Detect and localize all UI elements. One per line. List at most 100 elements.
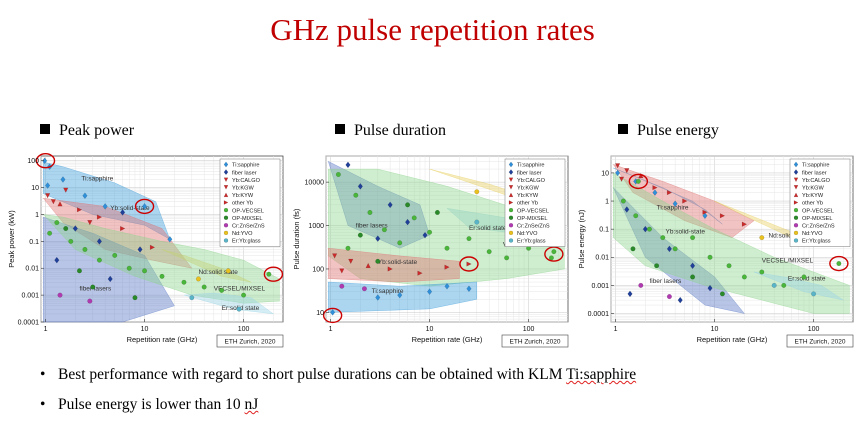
data-point [618, 176, 625, 182]
region-labels: Ti:sapphire Yb:solid-state Nd:solid state f… [649, 205, 825, 286]
data-point [112, 252, 118, 258]
legend-marker [793, 169, 799, 175]
tick-labels: 1 10 100 0.0001 0.001 0.01 0.1 1 10 [588, 170, 820, 333]
x-tick-label: 10 [141, 326, 149, 333]
data-point [615, 163, 621, 169]
data-points [42, 157, 272, 312]
x-axis-label: Repetition rate (GHz) [412, 335, 483, 344]
data-point [90, 284, 96, 290]
data-point [361, 286, 367, 292]
data-point [690, 274, 696, 280]
data-point [96, 257, 102, 263]
data-point [801, 274, 807, 280]
data-point [677, 296, 683, 304]
bullet-list: • Best performance with regard to short p… [40, 366, 636, 426]
legend-label: fiber laser [517, 170, 542, 176]
legend-label: fiber laser [232, 170, 257, 176]
legend-marker [793, 177, 799, 183]
region-label: Ti:sapphire [657, 205, 689, 212]
legend-marker [223, 215, 229, 220]
y-axis-label: Pulse energy (nJ) [577, 209, 586, 268]
region-shape [183, 292, 275, 315]
region-shape [42, 197, 193, 269]
region-shape [327, 160, 430, 249]
data-point [666, 245, 672, 253]
y-tick-label: 0.0001 [588, 311, 610, 318]
legend-label: Nd:YVO [802, 231, 823, 237]
section-label: Pulse energy [637, 122, 719, 139]
data-point [45, 193, 51, 199]
data-point [405, 202, 411, 208]
data-point [642, 225, 648, 233]
region-label: Yb:solid-state [378, 259, 418, 266]
region-label: fiber lasers [79, 285, 112, 292]
data-point [417, 270, 423, 276]
legend-marker [223, 223, 229, 228]
legend-label: Ti:sapphire [802, 163, 829, 169]
region-label: VECSEL/MIXSEL [214, 285, 266, 292]
legend-label: OP-VECSEL [232, 208, 264, 214]
y-tick-label: 10 [316, 310, 324, 317]
data-point [707, 284, 713, 292]
data-point [474, 189, 480, 195]
bullet-text-marked: nJ [244, 396, 259, 413]
highlight-circles [35, 153, 284, 282]
legend-box [219, 158, 281, 247]
data-point [76, 207, 83, 213]
data-point [353, 192, 359, 198]
legend-marker [793, 161, 799, 168]
legend-label: OP-MIXSEL [802, 216, 832, 222]
y-tick-label: 0.01 [25, 266, 39, 273]
region-label: fiber lasers [356, 223, 389, 230]
data-point [60, 176, 66, 183]
legend-label: Nd:YVO [517, 231, 538, 237]
data-point [719, 291, 725, 297]
y-tick-label: 0.001 [21, 293, 39, 300]
x-tick-label: 1 [614, 326, 618, 333]
data-points [330, 161, 557, 316]
x-tick-label: 100 [523, 326, 535, 333]
legend-box [789, 158, 851, 247]
data-point [726, 263, 732, 269]
data-point [672, 200, 678, 208]
data-point [781, 282, 787, 288]
y-tick-label: 100 [27, 158, 39, 165]
data-point [702, 209, 708, 215]
data-point [126, 265, 132, 271]
data-point [666, 294, 672, 300]
section-pulse-energy: Pulse energy [618, 122, 719, 140]
data-point [405, 218, 411, 226]
legend-label: OP-MIXSEL [517, 216, 547, 222]
data-point [811, 291, 817, 297]
y-axis-label: Peak power (kW) [7, 210, 16, 268]
data-point [335, 172, 341, 177]
legend-label: Yb:KYW [802, 193, 824, 199]
data-point [551, 249, 557, 255]
data-point [375, 258, 381, 264]
x-tick-label: 10 [426, 326, 434, 333]
data-point [189, 295, 195, 301]
bullet-dot-icon: • [40, 366, 46, 383]
data-point [466, 285, 472, 292]
data-point [411, 215, 417, 221]
x-tick-label: 100 [808, 326, 820, 333]
tick-labels: 1 10 100 10 100 1000 10000 [305, 180, 535, 333]
data-point [624, 168, 630, 174]
data-point [387, 266, 393, 272]
legend-marker [508, 161, 514, 168]
data-point [149, 244, 156, 250]
x-tick-label: 1 [329, 326, 333, 333]
legend-marker [793, 230, 799, 236]
data-point [771, 282, 777, 288]
data-point [330, 309, 336, 316]
legend-marker [223, 207, 229, 213]
data-point [201, 284, 207, 290]
data-point [486, 249, 492, 255]
data-point [82, 192, 88, 199]
data-point [132, 295, 138, 301]
data-point [759, 235, 765, 241]
data-point [219, 287, 225, 293]
highlight-circle [544, 246, 564, 262]
data-point [444, 282, 450, 290]
